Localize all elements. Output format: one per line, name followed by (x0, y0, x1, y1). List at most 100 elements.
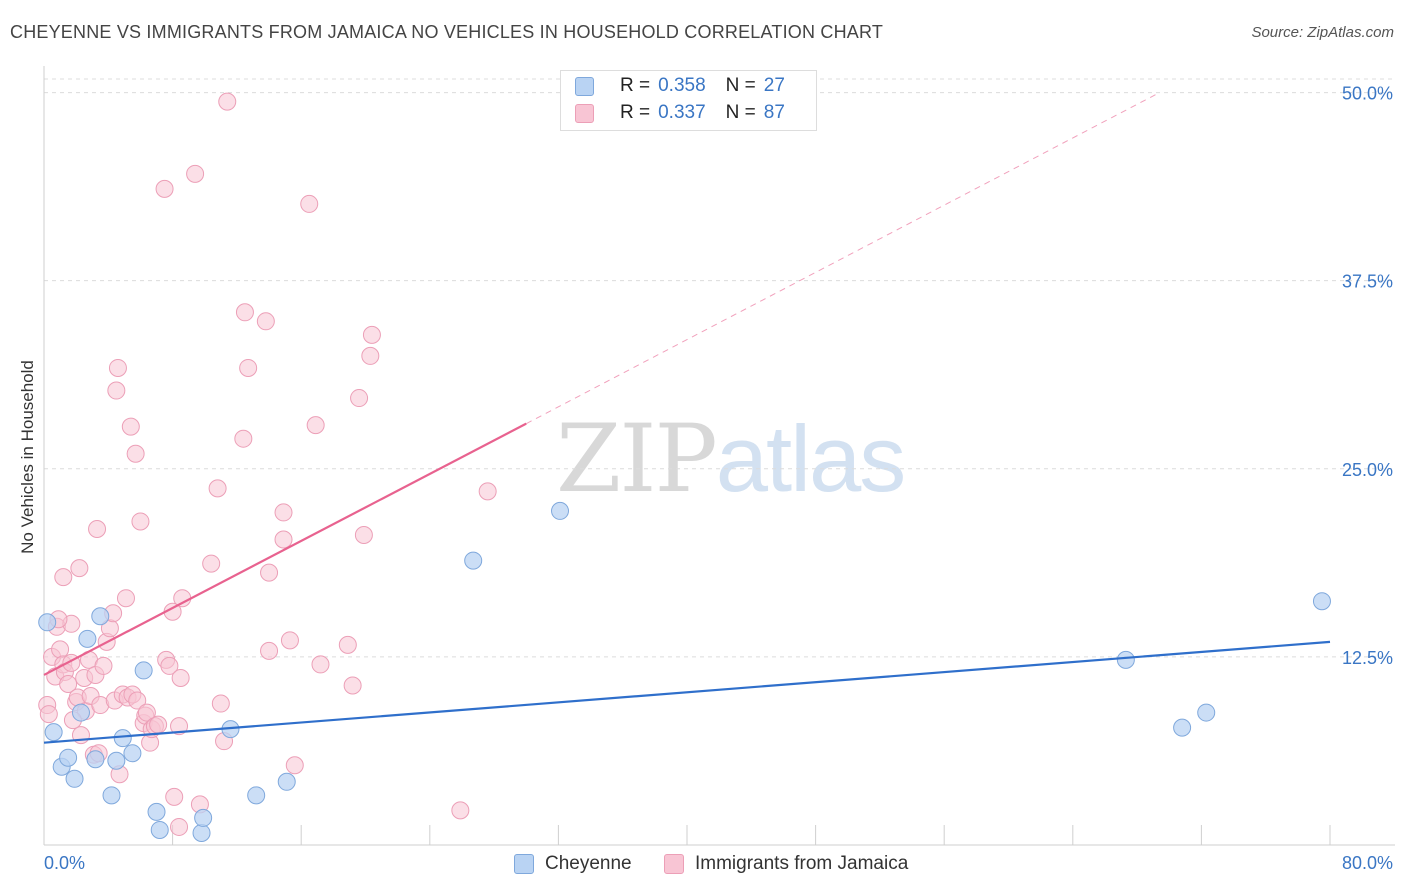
y-tick-label: 25.0% (1342, 460, 1393, 480)
jamaica-swatch (664, 854, 684, 874)
cheyenne-point (277, 772, 296, 791)
cheyenne-point (147, 802, 166, 821)
jamaica-point (131, 512, 150, 531)
cheyenne-point (91, 607, 110, 626)
jamaica-point (354, 526, 373, 544)
jamaica-point (186, 164, 205, 183)
jamaica-point (361, 346, 380, 365)
cheyenne-point (86, 750, 105, 769)
cheyenne-points (38, 501, 1331, 842)
jamaica-point (137, 703, 156, 722)
jamaica-point (311, 655, 330, 674)
jamaica-point (171, 668, 190, 687)
jamaica-point (208, 479, 227, 498)
y-tick-label: 37.5% (1342, 272, 1393, 292)
jamaica-point (126, 444, 145, 463)
cheyenne-point (134, 661, 153, 680)
jamaica-point (88, 519, 107, 538)
cheyenne-point (1197, 703, 1216, 722)
cheyenne-point (65, 769, 84, 788)
jamaica-point (160, 656, 179, 675)
cheyenne-point (1173, 718, 1192, 737)
legend-row-jamaica: R = 0.337 N = 87 (575, 102, 785, 124)
axes (43, 66, 1395, 846)
bottom-legend-cheyenne: Cheyenne (514, 852, 632, 876)
cheyenne-point (123, 744, 142, 763)
cheyenne-point (1312, 592, 1331, 611)
cheyenne-point (1116, 650, 1135, 669)
r-label: R = (620, 75, 651, 96)
jamaica-legend-label: Immigrants from Jamaica (695, 853, 909, 874)
jamaica-n-value: 87 (763, 102, 785, 123)
jamaica-point (239, 358, 258, 377)
legend-row-cheyenne: R = 0.358 N = 27 (575, 75, 785, 97)
source-credit: Source: ZipAtlas.com (1251, 24, 1394, 41)
cheyenne-point (113, 729, 132, 748)
y-tick-label: 12.5% (1342, 648, 1393, 668)
jamaica-point (211, 694, 230, 713)
trendlines (43, 92, 1331, 744)
jamaica-point (165, 787, 184, 806)
cheyenne-point (150, 820, 169, 839)
jamaica-point (343, 676, 362, 695)
jamaica-point (478, 482, 497, 501)
jamaica-point (39, 705, 58, 724)
jamaica-point (256, 312, 275, 331)
cheyenne-point (464, 551, 483, 570)
bottom-legend-jamaica: Immigrants from Jamaica (664, 852, 908, 876)
jamaica-points (38, 92, 497, 836)
cheyenne-legend-label: Cheyenne (545, 853, 632, 874)
jamaica-point (350, 389, 369, 408)
cheyenne-swatch (575, 76, 594, 96)
cheyenne-point (551, 501, 570, 520)
cheyenne-point (194, 808, 213, 827)
cheyenne-point (59, 748, 78, 767)
cheyenne-n-value: 27 (763, 75, 785, 96)
jamaica-point (51, 640, 70, 659)
jamaica-point (170, 817, 189, 836)
jamaica-point (274, 503, 293, 522)
cheyenne-point (38, 613, 57, 632)
jamaica-point (149, 715, 168, 734)
jamaica-point (300, 194, 319, 213)
jamaica-point (59, 674, 78, 693)
jamaica-point (108, 358, 127, 377)
jamaica-point (451, 801, 470, 820)
jamaica-point (218, 92, 237, 111)
jamaica-point (70, 559, 89, 578)
cheyenne-trendline (43, 640, 1331, 744)
jamaica-swatch (575, 103, 594, 123)
cheyenne-point (78, 629, 97, 648)
cheyenne-swatch (514, 854, 534, 874)
r-label: R = (620, 102, 651, 123)
jamaica-point (274, 530, 293, 549)
jamaica-point (362, 325, 381, 344)
jamaica-point (285, 756, 304, 775)
watermark-zip: ZIP (556, 405, 718, 514)
jamaica-point (260, 641, 279, 660)
n-label: N = (725, 75, 756, 96)
jamaica-point (260, 563, 279, 582)
jamaica-point (170, 717, 189, 736)
x-tick-label-min: 0.0% (44, 853, 85, 873)
jamaica-point (54, 568, 73, 587)
jamaica-point (94, 656, 113, 675)
stats-legend: R = 0.358 N = 27 R = 0.337 N = 87 (560, 70, 817, 131)
jamaica-point (107, 381, 126, 400)
y-axis-label: No Vehicles in Household (18, 360, 37, 554)
jamaica-point (280, 631, 299, 650)
jamaica-point (235, 303, 254, 322)
cheyenne-point (71, 703, 90, 722)
jamaica-point (173, 589, 192, 608)
n-label: N = (725, 102, 756, 123)
watermark-atlas: atlas (715, 406, 907, 511)
jamaica-trendline-extension (526, 92, 1160, 425)
jamaica-trendline (43, 422, 527, 676)
y-tick-label: 50.0% (1342, 84, 1393, 104)
jamaica-point (121, 417, 140, 436)
cheyenne-point (102, 786, 121, 805)
jamaica-point (116, 589, 135, 608)
tick-labels: 12.5% 25.0% 37.5% 50.0% 0.0% 80.0% (44, 84, 1393, 873)
jamaica-point (306, 416, 325, 435)
